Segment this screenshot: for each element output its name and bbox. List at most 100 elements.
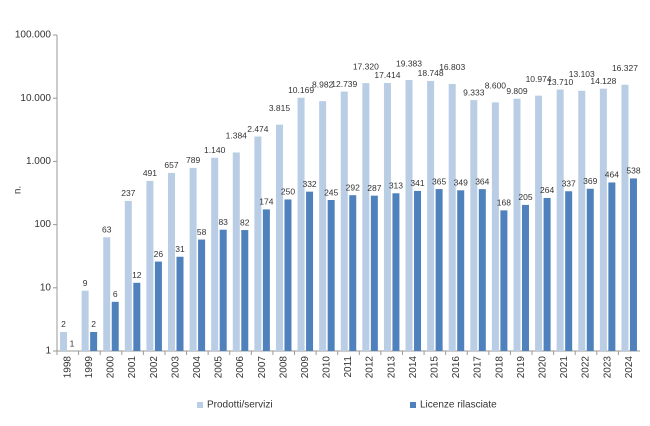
value-label: 82 (240, 217, 250, 227)
value-label: 464 (605, 170, 619, 180)
bar (535, 95, 543, 352)
value-label: 16.327 (612, 63, 638, 73)
value-label: 1 (70, 338, 75, 348)
x-tick-label: 2007 (257, 356, 268, 379)
x-tick-label: 2006 (235, 356, 246, 379)
value-label: 287 (367, 183, 381, 193)
bar (521, 204, 529, 351)
bar (319, 101, 327, 351)
x-tick-label: 2020 (537, 356, 548, 379)
value-label: 789 (186, 155, 200, 165)
value-label: 8.982 (312, 79, 334, 89)
value-label: 538 (626, 166, 640, 176)
x-tick-label: 2014 (408, 356, 419, 379)
value-label: 9 (83, 278, 88, 288)
x-tick-label: 2011 (343, 356, 354, 378)
bar (90, 331, 98, 351)
bar (340, 91, 348, 351)
value-label: 6 (113, 289, 118, 299)
x-tick-label: 2019 (516, 356, 527, 379)
bar (392, 193, 400, 351)
bar (297, 97, 305, 351)
bar (608, 182, 616, 351)
value-label: 14.128 (590, 76, 616, 86)
value-label: 2.474 (247, 124, 269, 134)
value-label: 13.710 (547, 77, 573, 87)
value-label: 250 (281, 187, 295, 197)
value-label: 3.815 (269, 103, 291, 113)
bar (543, 197, 551, 351)
value-label: 9.333 (463, 87, 485, 97)
x-tick-label: 1998 (62, 356, 73, 379)
value-label: 16.803 (439, 62, 465, 72)
bar (232, 152, 240, 351)
value-label: 245 (324, 187, 338, 197)
value-label: 2 (91, 319, 96, 329)
value-label: 17.320 (353, 61, 379, 71)
value-label: 337 (562, 179, 576, 189)
bar (262, 209, 270, 351)
value-label: 13.103 (569, 69, 595, 79)
bar (362, 83, 370, 351)
x-tick-label: 2001 (127, 356, 138, 379)
value-label: 10.974 (526, 74, 552, 84)
bar (370, 195, 378, 351)
y-tick-label: 10 (40, 282, 52, 293)
x-tick-label: 2017 (473, 356, 484, 379)
bar (327, 200, 335, 351)
bar (133, 282, 141, 351)
y-tick-label: 100.000 (15, 30, 52, 41)
bar (146, 180, 154, 351)
y-tick-label: 10.000 (20, 93, 51, 104)
x-tick-label: 2023 (602, 356, 613, 379)
bar (284, 199, 292, 351)
x-tick-label: 2008 (278, 356, 289, 379)
x-tick-label: 2021 (559, 356, 570, 379)
value-label: 1.140 (204, 145, 226, 155)
bar (211, 157, 219, 351)
x-tick-label: 2003 (170, 356, 181, 379)
bar (60, 331, 68, 351)
y-axis-label: n. (13, 186, 24, 194)
value-label: 12.739 (331, 79, 357, 89)
value-label: 174 (259, 197, 273, 207)
x-tick-label: 2009 (300, 356, 311, 379)
bar (427, 80, 435, 351)
value-label: 1.384 (226, 131, 248, 141)
bar (275, 124, 283, 352)
x-tick-label: 2024 (624, 356, 635, 379)
value-label: 332 (302, 179, 316, 189)
value-label: 12 (132, 270, 142, 280)
value-label: 10.169 (288, 85, 314, 95)
value-label: 365 (432, 176, 446, 186)
bar (629, 178, 637, 351)
value-label: 264 (540, 185, 554, 195)
bar (448, 83, 456, 351)
value-label: 26 (154, 249, 164, 259)
value-label: 349 (454, 178, 468, 188)
x-tick-label: 2010 (322, 356, 333, 379)
bar (241, 230, 249, 351)
bar (254, 136, 262, 351)
x-tick-label: 2002 (149, 356, 160, 379)
value-label: 17.414 (374, 70, 400, 80)
x-tick-label: 2016 (451, 356, 462, 379)
value-label: 369 (583, 176, 597, 186)
y-tick-label: 1 (45, 346, 51, 357)
value-label: 63 (102, 225, 112, 235)
value-label: 8.600 (485, 81, 507, 91)
value-label: 205 (518, 192, 532, 202)
value-label: 19.383 (396, 58, 422, 68)
x-tick-label: 2013 (386, 356, 397, 379)
legend-label: Licenze rilasciate (420, 400, 497, 411)
bar (513, 98, 521, 352)
x-tick-label: 2004 (192, 356, 203, 379)
value-label: 2 (61, 319, 66, 329)
x-tick-label: 1999 (84, 356, 95, 379)
bar (81, 290, 89, 351)
x-tick-label: 2000 (106, 356, 117, 379)
bar (154, 261, 162, 351)
legend-swatch (197, 402, 203, 408)
bar (599, 88, 607, 351)
